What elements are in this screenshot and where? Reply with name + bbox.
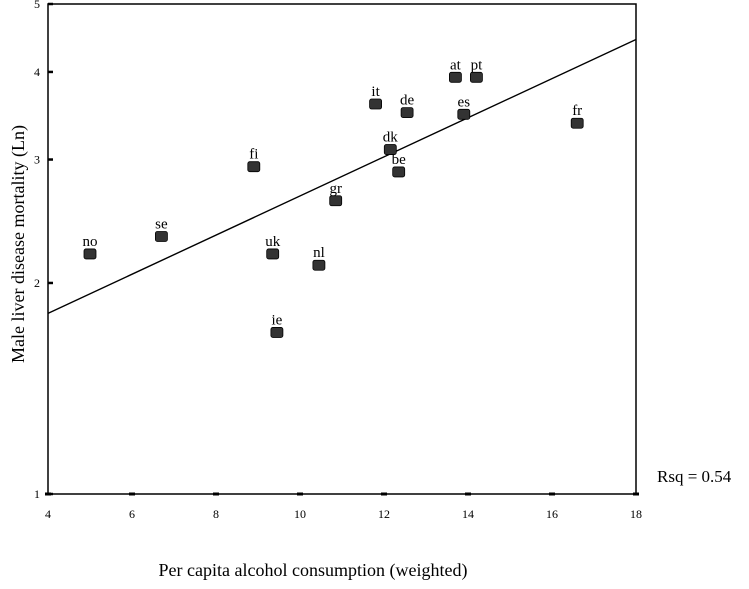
data-point xyxy=(393,167,405,177)
point-label: be xyxy=(392,152,407,168)
point-label: dk xyxy=(383,130,399,146)
data-point xyxy=(313,260,325,270)
point-label: it xyxy=(371,84,380,100)
point-label: fi xyxy=(249,147,258,163)
data-point xyxy=(330,196,342,206)
data-point xyxy=(84,249,96,259)
point-label: se xyxy=(155,216,168,232)
y-tick-label: 3 xyxy=(34,153,40,167)
point-label: es xyxy=(458,94,471,110)
data-point xyxy=(267,249,279,259)
y-tick-label: 1 xyxy=(34,487,40,501)
y-tick-label: 5 xyxy=(34,0,40,11)
x-tick-label: 8 xyxy=(213,507,219,521)
data-point xyxy=(248,162,260,172)
plot-frame xyxy=(48,4,636,494)
point-label: gr xyxy=(329,181,342,197)
data-point xyxy=(370,99,382,109)
y-tick-label: 4 xyxy=(34,65,40,79)
x-tick-label: 14 xyxy=(462,507,474,521)
point-label: uk xyxy=(265,234,281,250)
x-tick-label: 10 xyxy=(294,507,306,521)
point-label: ie xyxy=(271,312,282,328)
point-label: fr xyxy=(572,103,582,119)
data-point xyxy=(458,109,470,119)
x-tick-label: 12 xyxy=(378,507,390,521)
data-point xyxy=(401,108,413,118)
fit-line-group xyxy=(48,39,636,313)
point-label: at xyxy=(450,57,462,73)
data-point xyxy=(470,72,482,82)
x-tick-label: 6 xyxy=(129,507,135,521)
data-point xyxy=(155,231,167,241)
point-label: de xyxy=(400,93,415,109)
data-point xyxy=(449,72,461,82)
x-axis-title: Per capita alcohol consumption (weighted… xyxy=(159,560,468,581)
y-axis: 1 2 3 4 5 xyxy=(34,0,53,501)
rsq-annotation: Rsq = 0.54 xyxy=(657,467,732,486)
point-label: pt xyxy=(471,57,484,73)
y-axis-title: Male liver disease mortality (Ln) xyxy=(8,125,29,363)
point-label: nl xyxy=(313,245,325,261)
data-point xyxy=(571,118,583,128)
data-point xyxy=(271,327,283,337)
x-tick-label: 18 xyxy=(630,507,642,521)
point-label: no xyxy=(83,234,98,250)
y-tick-label: 2 xyxy=(34,276,40,290)
regression-line xyxy=(48,39,636,313)
x-axis: 4 6 8 10 12 14 16 18 xyxy=(45,494,642,521)
x-tick-label: 4 xyxy=(45,507,51,521)
x-tick-label: 16 xyxy=(546,507,558,521)
